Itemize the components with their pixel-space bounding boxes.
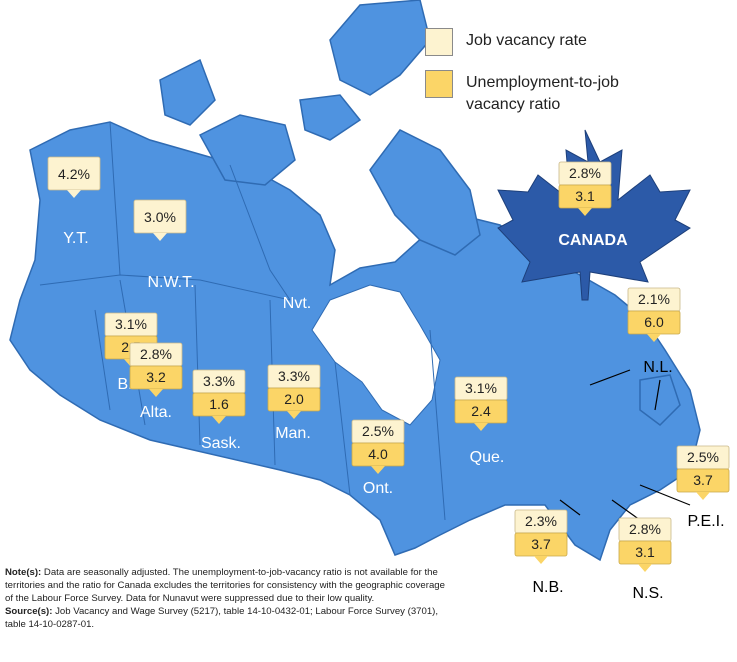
pointer: [578, 208, 592, 216]
border: [109, 121, 121, 276]
notes: Note(s): Data are seasonally adjusted. T…: [5, 566, 445, 631]
pointer: [696, 492, 710, 500]
region-name: Nvt.: [283, 295, 311, 312]
note: Note(s): Data are seasonally adjusted. T…: [5, 566, 445, 605]
pointer: [153, 233, 167, 241]
border: [94, 309, 111, 411]
pointer: [149, 389, 163, 397]
legend-swatch: [425, 28, 453, 56]
vacancy-rate: 2.8%: [629, 521, 661, 537]
ratio: 3.1: [635, 544, 655, 560]
region-name: Y.T.: [63, 230, 89, 247]
borders: [39, 121, 446, 521]
ratio: 2.0: [284, 391, 304, 407]
leader-line: [559, 499, 581, 516]
pointer: [212, 416, 226, 424]
vacancy-rate: 2.8%: [569, 165, 601, 181]
note-text: Data are seasonally adjusted. The unempl…: [5, 567, 445, 604]
region-name: Man.: [275, 425, 311, 442]
vacancy-rate: 3.1%: [465, 380, 497, 396]
banks-island: [159, 58, 216, 126]
newfoundland: [639, 374, 681, 426]
vacancy-rate: 2.8%: [140, 346, 172, 362]
vacancy-rate: 3.0%: [144, 209, 176, 225]
ratio: 3.1: [575, 188, 595, 204]
region-name: Que.: [470, 449, 505, 466]
region-name: Alta.: [140, 404, 172, 421]
pointer: [67, 190, 81, 198]
pointer: [287, 411, 301, 419]
legend-label: Job vacancy rate: [466, 32, 587, 49]
ellesmere-island: [329, 0, 431, 96]
vacancy-rate: 3.3%: [278, 368, 310, 384]
border: [334, 361, 351, 496]
hudson-bay: [311, 284, 441, 426]
region-name: Sask.: [201, 435, 241, 452]
ratio: 2.4: [471, 403, 491, 419]
pointer: [638, 564, 652, 572]
vacancy-rate: 2.5%: [687, 449, 719, 465]
leader-line: [611, 499, 641, 521]
note-label: Note(s):: [5, 567, 42, 578]
source-text: Job Vacancy and Wage Survey (5217), tabl…: [5, 606, 439, 630]
region-name: P.E.I.: [687, 513, 724, 530]
region-name: N.W.T.: [147, 274, 194, 291]
canada-label: CANADA: [558, 232, 628, 249]
ratio: 4.0: [368, 446, 388, 462]
pointer: [371, 466, 385, 474]
region-name: N.B.: [532, 579, 563, 596]
devon-island: [299, 94, 362, 141]
legend-swatch: [425, 70, 453, 98]
vacancy-rate: 2.1%: [638, 291, 670, 307]
border: [429, 329, 446, 521]
pointer: [647, 334, 661, 342]
ratio: 3.2: [146, 369, 166, 385]
leader-line: [654, 379, 661, 411]
region-name: N.L.: [643, 359, 672, 376]
ratio: 3.7: [531, 536, 551, 552]
leaders: [559, 369, 691, 521]
vacancy-rate: 2.3%: [525, 513, 557, 529]
leader-line: [639, 484, 691, 506]
ratio: 1.6: [209, 396, 229, 412]
victoria-island: [198, 114, 296, 186]
border: [39, 274, 291, 301]
ratio: 6.0: [644, 314, 664, 330]
border: [194, 284, 201, 446]
region-name: N.S.: [632, 585, 663, 602]
source-label: Source(s):: [5, 606, 53, 617]
vacancy-rate: 4.2%: [58, 166, 90, 182]
maple-leaf: [497, 129, 691, 301]
vacancy-rate: 3.3%: [203, 373, 235, 389]
vacancy-rate: 2.5%: [362, 423, 394, 439]
baffin-island: [369, 129, 481, 256]
source: Source(s): Job Vacancy and Wage Survey (…: [5, 605, 445, 631]
vacancy-rate: 3.1%: [115, 316, 147, 332]
ratio: 3.7: [693, 472, 713, 488]
region-name: Ont.: [363, 480, 393, 497]
border: [229, 164, 291, 301]
legend-label: Unemployment-to-job vacancy ratio: [466, 74, 619, 113]
pointer: [474, 423, 488, 431]
pointer: [534, 556, 548, 564]
leader-line: [589, 369, 631, 386]
